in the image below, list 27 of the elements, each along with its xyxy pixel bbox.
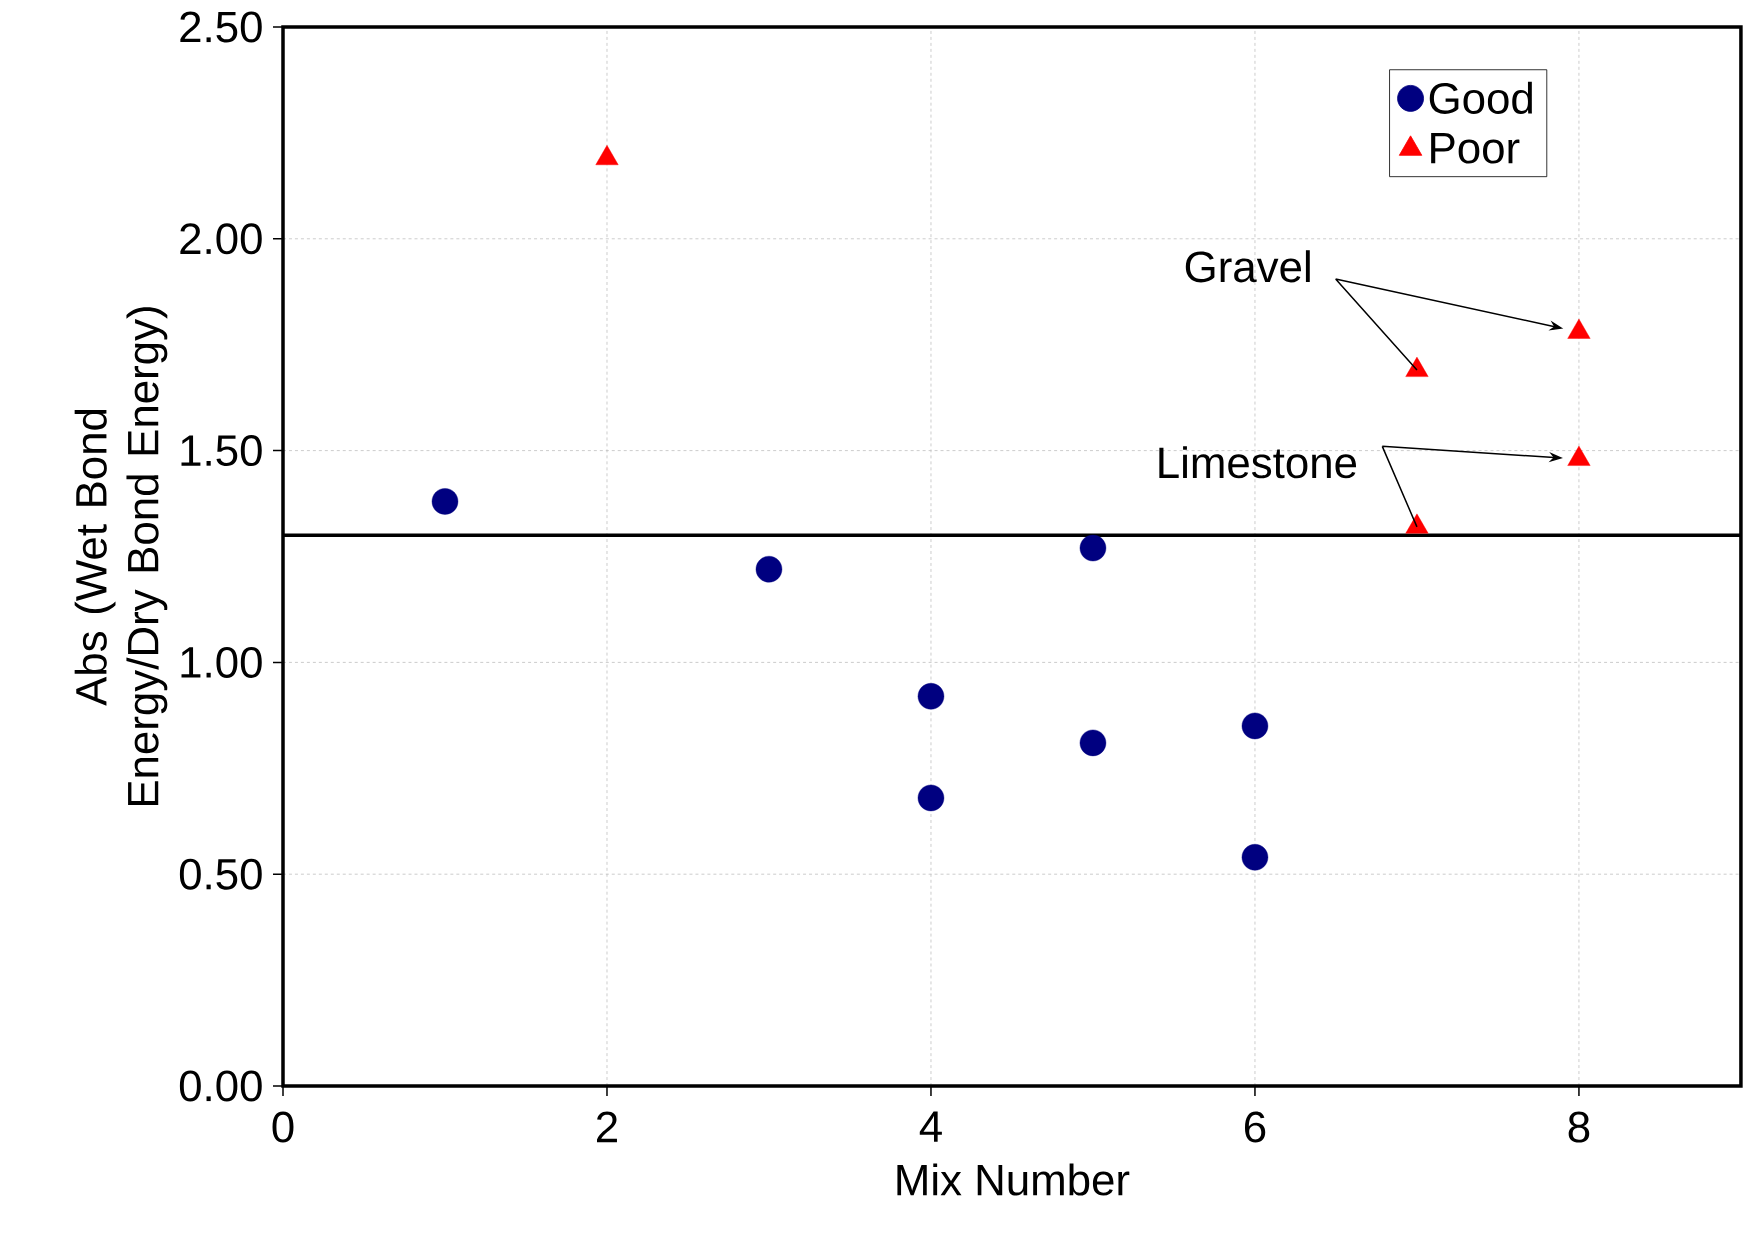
point xyxy=(1241,712,1269,740)
x-tick-label: 4 xyxy=(919,1111,942,1142)
y-tick-label: 0.50 xyxy=(179,858,262,890)
point xyxy=(595,145,619,166)
x-tick-label: 8 xyxy=(1568,1111,1590,1143)
point xyxy=(1079,729,1107,757)
point xyxy=(917,683,945,710)
y-tick-label: 2.00 xyxy=(180,223,262,255)
point xyxy=(917,784,945,812)
legend-label: Good xyxy=(1429,81,1532,114)
point xyxy=(755,556,783,583)
point xyxy=(1079,534,1107,562)
point xyxy=(1567,318,1591,339)
legend-label: Poor xyxy=(1431,133,1520,164)
x-tick-label: 6 xyxy=(1244,1111,1266,1143)
x-tick-label: 2 xyxy=(597,1111,617,1143)
y-axis-title: Abs (Wet Bond Energy/Dry Bond Energy) xyxy=(74,307,168,806)
y-tick-label: 0.00 xyxy=(179,1070,262,1102)
y-tick-label: 1.00 xyxy=(181,646,262,678)
x-axis-title: Mix Number xyxy=(897,1163,1130,1196)
y-tick-label: 2.50 xyxy=(180,11,262,43)
point xyxy=(1241,844,1269,871)
annotation: Limestone xyxy=(1159,446,1357,479)
y-tick-label: 1.50 xyxy=(181,435,262,467)
annotation: Gravel xyxy=(1185,250,1310,283)
point xyxy=(431,488,459,515)
x-tick-label: 0 xyxy=(272,1111,294,1143)
